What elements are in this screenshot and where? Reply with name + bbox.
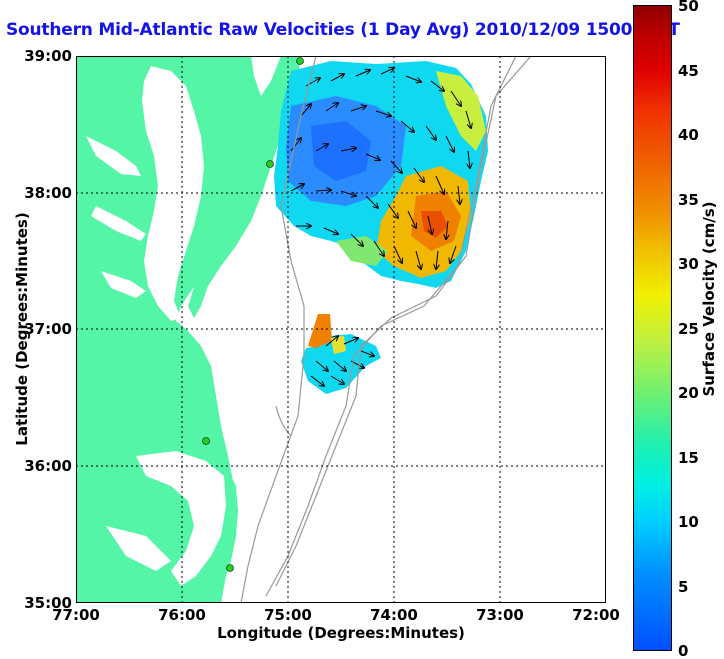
station-marker — [226, 564, 234, 572]
colorbar-label: Surface Velocity (cm/s) — [700, 201, 718, 397]
colorbar-tick: 20 — [678, 384, 699, 402]
station-marker — [202, 437, 210, 445]
y-tick-label: 37:00 — [24, 320, 72, 338]
colorbar-tick: 5 — [678, 578, 689, 596]
colorbar-tick: 50 — [678, 0, 699, 15]
x-tick-label: 73:00 — [476, 606, 524, 624]
y-tick-label: 39:00 — [24, 47, 72, 65]
graticule — [76, 56, 606, 603]
delmarva-peninsula — [188, 56, 301, 318]
y-tick-label: 38:00 — [24, 184, 72, 202]
colorbar-tick: 40 — [678, 126, 699, 144]
colorbar-tick: 15 — [678, 449, 699, 467]
x-tick-label: 76:00 — [158, 606, 206, 624]
velocity-field-south — [301, 314, 381, 394]
radar-stations — [202, 57, 304, 572]
colorbar-tick: 30 — [678, 255, 699, 273]
y-tick-label: 35:00 — [24, 594, 72, 612]
station-marker — [296, 57, 304, 65]
colorbar-tick: 45 — [678, 62, 699, 80]
velocity-vectors — [290, 68, 471, 386]
x-tick-label: 77:00 — [52, 606, 100, 624]
x-axis-label: Longitude (Degrees:Minutes) — [217, 624, 465, 642]
colorbar-tick: 25 — [678, 320, 699, 338]
colorbar — [633, 5, 672, 651]
map-plot-area — [76, 56, 606, 603]
pamlico-sound — [136, 451, 226, 586]
x-tick-label: 72:00 — [572, 606, 620, 624]
map-title: Southern Mid-Atlantic Raw Velocities (1 … — [6, 20, 680, 40]
colorbar-tick: 35 — [678, 191, 699, 209]
map-svg — [76, 56, 606, 603]
y-tick-label: 36:00 — [24, 457, 72, 475]
x-tick-label: 74:00 — [370, 606, 418, 624]
x-tick-label: 75:00 — [264, 606, 312, 624]
y-axis-label: Latitude (Degrees:Minutes) — [13, 212, 31, 446]
station-marker — [266, 160, 274, 168]
colorbar-tick: 10 — [678, 513, 699, 531]
colorbar-tick: 0 — [678, 642, 689, 659]
